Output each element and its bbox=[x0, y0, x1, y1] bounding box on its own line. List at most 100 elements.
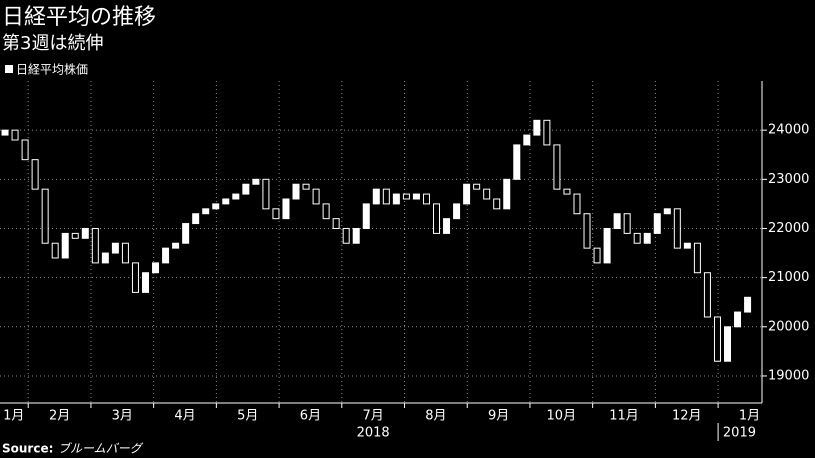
candle bbox=[523, 134, 531, 146]
candle bbox=[593, 247, 601, 264]
candle bbox=[21, 139, 29, 161]
candle bbox=[563, 188, 571, 195]
candle bbox=[342, 227, 350, 244]
candle bbox=[152, 262, 160, 274]
candle bbox=[533, 119, 541, 136]
candle bbox=[202, 208, 210, 215]
candle bbox=[623, 213, 631, 234]
candle bbox=[513, 144, 521, 180]
candle bbox=[412, 193, 420, 200]
candle bbox=[232, 193, 240, 200]
candle bbox=[292, 183, 300, 200]
candle bbox=[422, 193, 430, 205]
candle bbox=[573, 193, 581, 215]
candle bbox=[272, 208, 280, 220]
candle bbox=[553, 144, 561, 190]
candle bbox=[734, 311, 742, 328]
candle bbox=[131, 262, 139, 293]
candle bbox=[382, 188, 390, 205]
candle bbox=[633, 232, 641, 244]
x-tick-label: 10月 bbox=[547, 409, 577, 424]
x-tick-label: 9月 bbox=[488, 409, 509, 424]
candle bbox=[192, 213, 200, 225]
candle bbox=[673, 208, 681, 249]
candle bbox=[663, 208, 671, 215]
candle bbox=[392, 193, 400, 205]
candle bbox=[162, 247, 170, 264]
candle bbox=[1, 129, 9, 136]
candle bbox=[121, 242, 129, 264]
candle bbox=[613, 213, 621, 229]
candle bbox=[81, 227, 89, 239]
candle bbox=[101, 252, 109, 264]
candle bbox=[31, 159, 39, 190]
y-tick-label: 22000 bbox=[768, 221, 809, 236]
x-tick-label: 4月 bbox=[174, 409, 195, 424]
y-tick-label: 19000 bbox=[768, 368, 809, 383]
candle bbox=[262, 178, 270, 210]
x-tick-label: 3月 bbox=[112, 409, 133, 424]
y-tick-label: 20000 bbox=[768, 319, 809, 334]
y-tick-label: 24000 bbox=[768, 123, 809, 138]
candle bbox=[503, 178, 511, 210]
candle bbox=[703, 272, 711, 318]
x-tick-label: 1月 bbox=[739, 409, 760, 424]
candle bbox=[302, 183, 310, 190]
candle bbox=[61, 232, 69, 259]
candle bbox=[603, 227, 611, 264]
candle bbox=[312, 188, 320, 205]
candle bbox=[443, 218, 451, 234]
candle bbox=[483, 188, 491, 200]
candle bbox=[724, 326, 732, 362]
candle bbox=[322, 203, 330, 220]
candle bbox=[402, 193, 410, 200]
year-label: 2019 bbox=[723, 426, 756, 441]
candle bbox=[352, 227, 360, 244]
x-tick-label: 6月 bbox=[300, 409, 321, 424]
y-tick-label: 23000 bbox=[768, 172, 809, 187]
candle bbox=[683, 242, 691, 249]
candle bbox=[643, 232, 651, 244]
candle bbox=[282, 198, 290, 220]
candle bbox=[332, 218, 340, 229]
candle bbox=[583, 213, 591, 249]
candle bbox=[182, 223, 190, 244]
source: ブルームバーグ bbox=[58, 442, 144, 456]
candle bbox=[172, 242, 180, 249]
year-label: 2018 bbox=[357, 426, 390, 441]
candle bbox=[142, 272, 150, 293]
candle bbox=[212, 203, 220, 210]
x-tick-label: 5月 bbox=[237, 409, 258, 424]
candle bbox=[653, 213, 661, 234]
x-tick-label: 2月 bbox=[49, 409, 70, 424]
x-tick-label: 8月 bbox=[425, 409, 446, 424]
candle bbox=[11, 129, 19, 141]
legend-swatch bbox=[5, 65, 13, 73]
chart-title: 日経平均の推移 bbox=[2, 5, 156, 30]
candle bbox=[433, 203, 441, 234]
candle bbox=[713, 316, 721, 362]
candle bbox=[493, 198, 501, 210]
candle bbox=[41, 188, 49, 244]
x-tick-label: 11月 bbox=[609, 409, 639, 424]
candle bbox=[91, 227, 99, 264]
candle bbox=[453, 203, 461, 220]
y-tick-label: 21000 bbox=[768, 270, 809, 285]
candle bbox=[111, 242, 119, 254]
candle bbox=[242, 183, 250, 195]
candle bbox=[372, 188, 380, 205]
x-tick-label: 7月 bbox=[363, 409, 384, 424]
candle bbox=[222, 198, 230, 205]
candle bbox=[473, 183, 481, 190]
chart-subtitle: 第3週は続伸 bbox=[2, 33, 103, 54]
x-tick-label: 1月 bbox=[3, 409, 24, 424]
candle bbox=[693, 242, 701, 274]
candle bbox=[543, 119, 551, 146]
candle bbox=[71, 232, 79, 239]
legend-label: 日経平均株価 bbox=[16, 62, 88, 77]
candle bbox=[51, 242, 59, 259]
candle bbox=[463, 183, 471, 205]
